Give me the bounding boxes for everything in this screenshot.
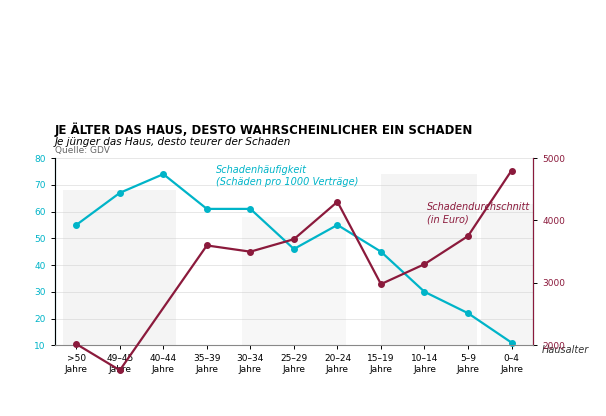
Bar (63, 190, 176, 345)
Text: Schadenhäufigkeit
(Schäden pro 1000 Verträge): Schadenhäufigkeit (Schäden pro 1000 Vert… (216, 165, 358, 187)
Text: Schadendurchschnitt
(in Euro): Schadendurchschnitt (in Euro) (427, 202, 530, 224)
Text: JE ÄLTER DAS HAUS, DESTO WAHRSCHEINLICHER EIN SCHADEN: JE ÄLTER DAS HAUS, DESTO WAHRSCHEINLICHE… (55, 122, 473, 137)
Text: Hausalter: Hausalter (542, 345, 589, 355)
Text: Je jünger das Haus, desto teurer der Schaden: Je jünger das Haus, desto teurer der Sch… (55, 137, 291, 147)
Bar (481, 203, 533, 345)
Bar (242, 217, 346, 345)
Text: Quelle: GDV: Quelle: GDV (55, 146, 110, 156)
Bar (381, 174, 477, 345)
